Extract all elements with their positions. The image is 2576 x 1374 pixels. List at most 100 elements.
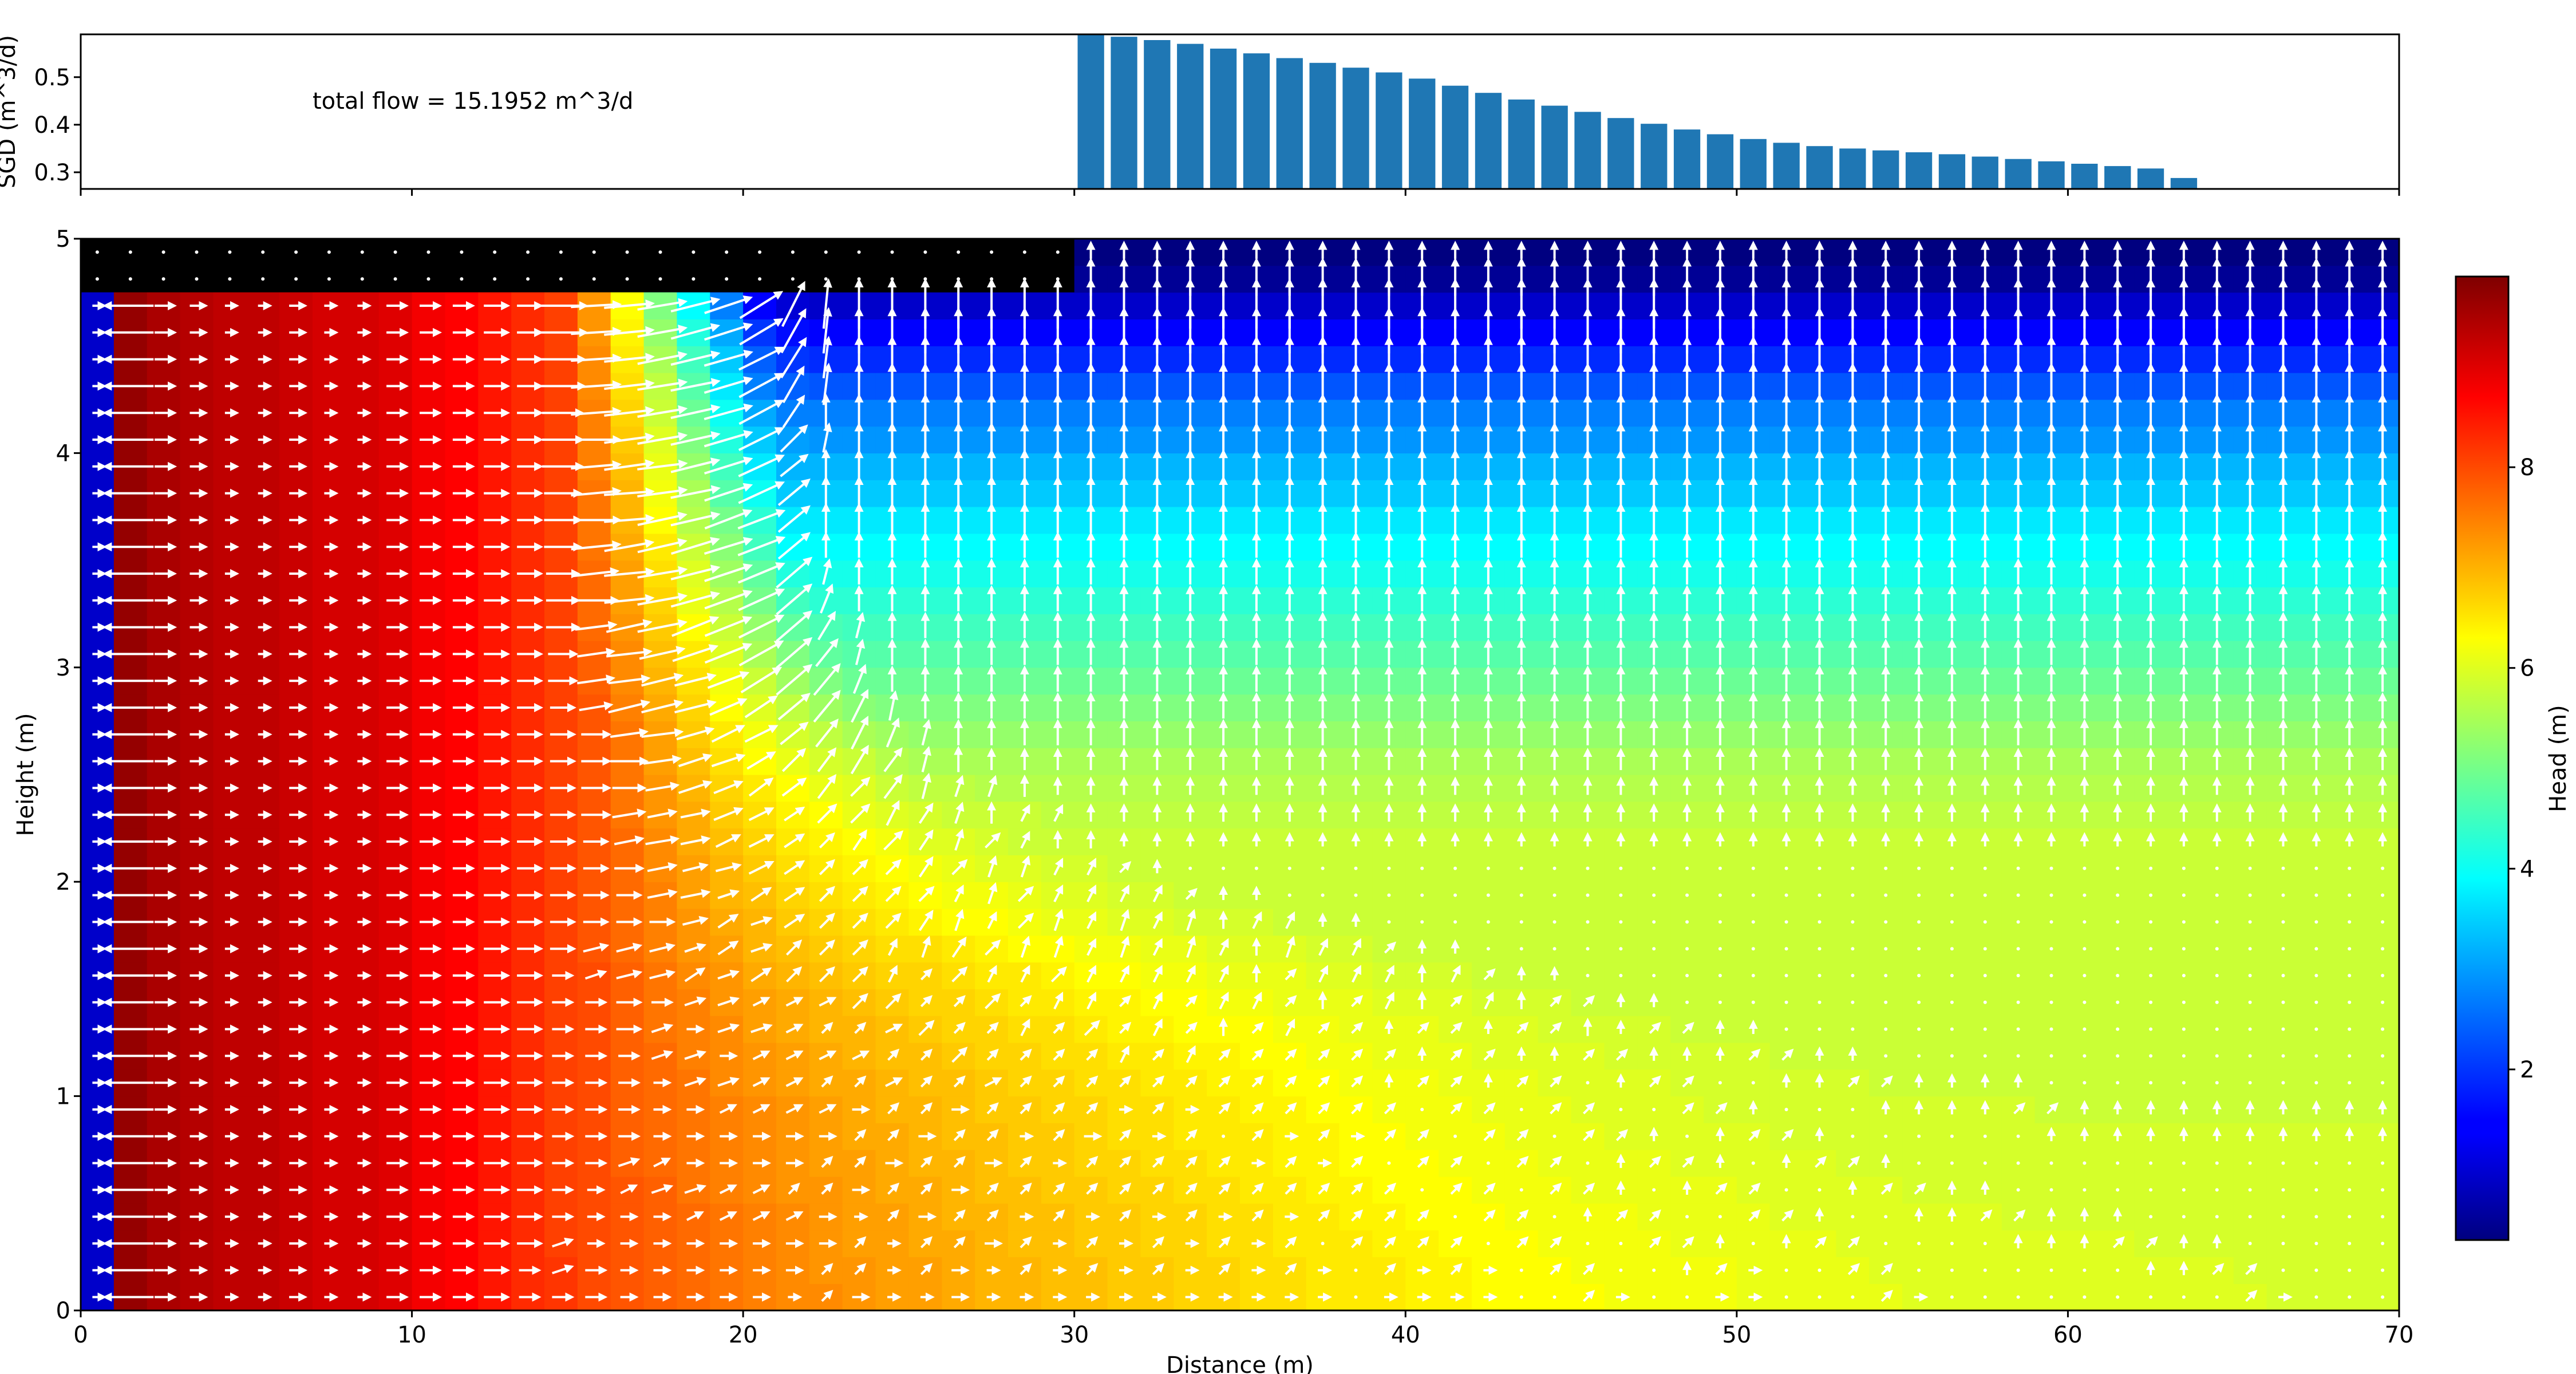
flow-dot (2381, 947, 2385, 951)
flow-dot (2381, 1027, 2385, 1031)
sgd-bar (1376, 72, 1402, 189)
flow-dot (1519, 1268, 1523, 1272)
sgd-ytick-label: 0.3 (34, 160, 70, 186)
flow-dot (1387, 866, 1391, 870)
flow-dot (1784, 1295, 1788, 1299)
flow-dot (2049, 1295, 2053, 1299)
flow-dot (2016, 893, 2020, 897)
sgd-ytick-label: 0.4 (34, 112, 70, 139)
flow-dot (2182, 920, 2186, 924)
flow-dot (2016, 1054, 2020, 1058)
flow-dot (2348, 1188, 2352, 1192)
flow-dot (2215, 947, 2219, 951)
flow-dot (2149, 1188, 2153, 1192)
sgd-bar (1309, 62, 1336, 189)
flow-dot (2281, 1161, 2285, 1165)
flow-dot (1851, 1000, 1855, 1004)
sgd-ylabel: SGD (m^3/d) (0, 35, 21, 188)
flow-dot (1851, 1215, 1855, 1219)
flow-dot (2049, 1188, 2053, 1192)
sgd-bar (1508, 99, 1535, 189)
flow-dot (1552, 1215, 1556, 1219)
sgd-bar (1574, 112, 1601, 189)
flow-dot (1486, 920, 1490, 924)
flow-dot (1917, 920, 1921, 924)
flow-dot (2149, 1054, 2153, 1058)
flow-dot (2314, 1081, 2318, 1085)
flow-dot (1851, 920, 1855, 924)
flow-dot (1983, 1054, 1987, 1058)
flow-dot (2348, 1027, 2352, 1031)
flow-dot (1321, 1242, 1325, 1245)
flow-dot (2348, 1161, 2352, 1165)
flow-dot (1917, 974, 1921, 977)
flow-dot (1519, 893, 1523, 897)
flow-dot (2314, 920, 2318, 924)
flow-dot (1222, 866, 1226, 870)
sgd-bar (1177, 44, 1204, 189)
flow-dot (2348, 1054, 2352, 1058)
flow-dot (2348, 920, 2352, 924)
flow-dot (2248, 947, 2252, 951)
flow-dot (1552, 947, 1556, 951)
flow-dot (1751, 974, 1755, 977)
flow-dot (1884, 920, 1888, 924)
sgd-x-ticks (80, 189, 2400, 196)
flow-dot (1586, 947, 1590, 951)
flow-dot (1685, 1134, 1689, 1138)
flow-dot (2083, 1295, 2087, 1299)
flow-dot (1950, 1295, 1954, 1299)
flow-dot (2182, 1027, 2186, 1031)
flow-dot (2248, 1027, 2252, 1031)
sgd-bar (1441, 85, 1469, 189)
flow-dot (1718, 1000, 1722, 1004)
flow-dot (2314, 1188, 2318, 1192)
sgd-bar (1938, 154, 1966, 189)
flow-dot (1718, 1215, 1722, 1219)
flow-dot (2281, 1242, 2285, 1245)
sgd-bar (1409, 78, 1436, 189)
flow-dot (1652, 974, 1656, 977)
flow-dot (2182, 1295, 2186, 1299)
flow-dot (2083, 1054, 2087, 1058)
flow-dot (1784, 893, 1788, 897)
flow-dot (1652, 920, 1656, 924)
flow-dot (2381, 920, 2385, 924)
flow-dot (2049, 947, 2053, 951)
flow-dot (2182, 974, 2186, 977)
flow-dot (1950, 920, 1954, 924)
flow-dot (1652, 893, 1656, 897)
flow-dot (2083, 1027, 2087, 1031)
flow-dot (2281, 1000, 2285, 1004)
flow-dot (1751, 866, 1755, 870)
flow-dot (2215, 1161, 2219, 1165)
flow-dot (2116, 974, 2120, 977)
sgd-bar (2038, 161, 2065, 189)
flow-dot (2016, 1295, 2020, 1299)
flow-dot (2215, 1081, 2219, 1085)
sgd-axes-frame (80, 33, 2400, 190)
flow-dot (2215, 920, 2219, 924)
flow-dot (2182, 1188, 2186, 1192)
sgd-bar (2104, 166, 2131, 189)
flow-dot (1950, 947, 1954, 951)
sgd-bar (1077, 34, 1104, 189)
flow-dot (1884, 866, 1888, 870)
flow-dot (2049, 866, 2053, 870)
sgd-bar (2137, 168, 2164, 189)
sgd-bar (1971, 156, 1998, 189)
flow-dot (2215, 1295, 2219, 1299)
flow-dot (1619, 1108, 1623, 1111)
flow-dot (2083, 1188, 2087, 1192)
flow-dot (2248, 1161, 2252, 1165)
flow-dot (2116, 1161, 2120, 1165)
flow-dot (2215, 1054, 2219, 1058)
flow-dot (1685, 893, 1689, 897)
flow-dot (1552, 1295, 1556, 1299)
sgd-bar (1541, 105, 1568, 189)
flow-dot (1983, 920, 1987, 924)
flow-dot (2016, 866, 2020, 870)
sgd-y-ticks: 0.3 0.4 0.5 (34, 65, 81, 186)
flow-dot (2116, 1188, 2120, 1192)
